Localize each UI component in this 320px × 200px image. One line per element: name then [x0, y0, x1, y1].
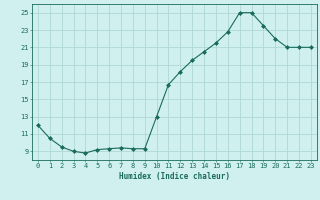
X-axis label: Humidex (Indice chaleur): Humidex (Indice chaleur) — [119, 172, 230, 181]
